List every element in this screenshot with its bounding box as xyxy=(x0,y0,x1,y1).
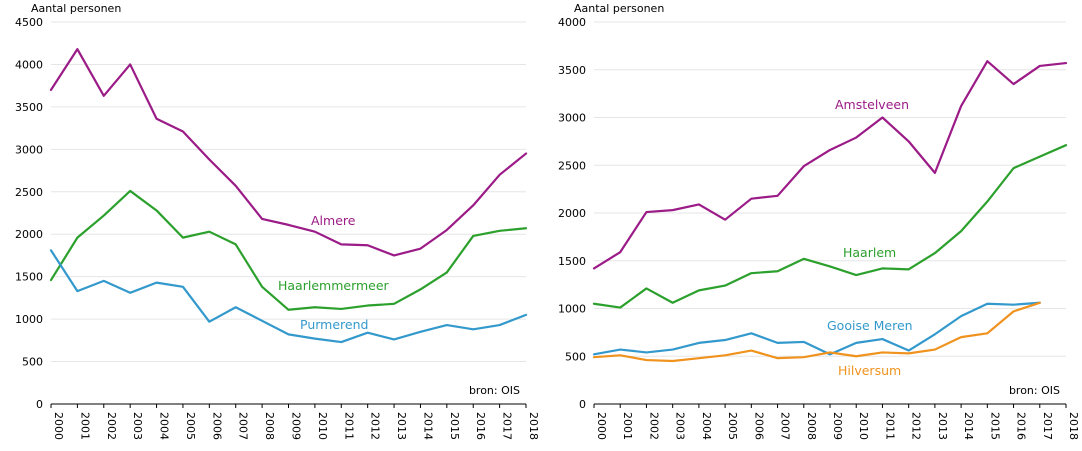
panel1-series-label-almere: Almere xyxy=(311,213,356,228)
panel2-x-tick-label: 2010 xyxy=(857,412,870,440)
panel1-y-tick-label: 1500 xyxy=(15,271,43,284)
panel1-x-tick-label: 2017 xyxy=(501,412,514,440)
panel2-x-tick-label: 2007 xyxy=(779,412,792,440)
panel1-y-tick-label: 1000 xyxy=(15,313,43,326)
panel1-series-label-haarlemmermeer: Haarlemmermeer xyxy=(278,278,390,293)
panel1-x-tick-label: 2005 xyxy=(184,412,197,440)
panel2-y-tick-label: 3500 xyxy=(558,64,586,77)
panel2-x-tick-label: 2003 xyxy=(674,412,687,440)
panel1-y-tick-label: 4000 xyxy=(15,58,43,71)
panel1-y-tick-label: 2000 xyxy=(15,228,43,241)
panel1-y-tick-label: 4500 xyxy=(15,16,43,29)
panel1-x-tick-label: 2015 xyxy=(448,412,461,440)
panel1-series-label-purmerend: Purmerend xyxy=(300,317,368,332)
panel1-series-line-purmerend xyxy=(49,249,528,344)
panel1-y-tick-label: 2500 xyxy=(15,186,43,199)
panel1-x-tick-label: 2012 xyxy=(369,412,382,440)
panel2-x-tick-label: 2006 xyxy=(752,412,765,440)
panel1-series-line-almere xyxy=(49,48,528,257)
panel2-y-tick-label: 500 xyxy=(565,350,586,363)
panel1-x-tick-label: 2016 xyxy=(474,412,487,440)
panel2-x-tick-label: 2001 xyxy=(621,412,634,440)
panel2-series-line-hilversum xyxy=(592,301,1041,363)
panel2-x-tick-label: 2017 xyxy=(1041,412,1054,440)
panel1-y-tick-label: 3000 xyxy=(15,143,43,156)
panel2-series-line-gooise-meren xyxy=(592,301,1041,356)
panel1-x-tick-label: 2008 xyxy=(263,412,276,440)
panel2-x-tick-label: 2016 xyxy=(1015,412,1028,440)
panel1-x-tick-label: 2001 xyxy=(78,412,91,440)
panel2-x-tick-label: 2000 xyxy=(595,412,608,440)
panel1-y-tick-label: 500 xyxy=(22,356,43,369)
panel2-x-tick-label: 2002 xyxy=(647,412,660,440)
panel1-x-tick-label: 2014 xyxy=(421,412,434,440)
panel1-x-tick-label: 2007 xyxy=(237,412,250,440)
panel2-y-axis-title: Aantal personen xyxy=(574,2,664,15)
panel2-x-tick-label: 2015 xyxy=(988,412,1001,440)
panel2-x-tick-label: 2013 xyxy=(936,412,949,440)
panel2-x-tick-label: 2005 xyxy=(726,412,739,440)
panel2-y-tick-label: 2000 xyxy=(558,207,586,220)
panel2-x-tick-label: 2012 xyxy=(910,412,923,440)
panel1-y-tick-label: 0 xyxy=(36,398,43,411)
panel1-x-tick-label: 2002 xyxy=(105,412,118,440)
panel2-series-line-haarlem xyxy=(592,144,1068,309)
panel1-x-tick-label: 2004 xyxy=(158,412,171,440)
panel1-x-tick-label: 2006 xyxy=(210,412,223,440)
panel2-y-tick-label: 1000 xyxy=(558,303,586,316)
panel2-x-tick-label: 2018 xyxy=(1067,412,1080,440)
panel1-x-tick-label: 2013 xyxy=(395,412,408,440)
panel2-x-tick-label: 2014 xyxy=(962,412,975,440)
panel1-x-tick-label: 2010 xyxy=(316,412,329,440)
panel2-x-tick-label: 2008 xyxy=(805,412,818,440)
panel1-y-tick-label: 3500 xyxy=(15,101,43,114)
panel2-source-note: bron: OIS xyxy=(1009,384,1060,397)
panel1-x-tick-label: 2009 xyxy=(290,412,303,440)
panel2-series-label-amstelveen: Amstelveen xyxy=(835,97,909,112)
panel1-x-tick-label: 2018 xyxy=(527,412,540,440)
panel2-x-tick-label: 2004 xyxy=(700,412,713,440)
panel2-y-tick-label: 0 xyxy=(579,398,586,411)
panel2-y-tick-label: 3000 xyxy=(558,112,586,125)
panel2-series-label-hilversum: Hilversum xyxy=(838,363,901,378)
panel1-y-axis-title: Aantal personen xyxy=(31,2,121,15)
panel2-series-line-amstelveen xyxy=(592,60,1068,270)
panel1-x-tick-label: 2003 xyxy=(131,412,144,440)
panel2-series-label-haarlem: Haarlem xyxy=(843,245,896,260)
panel1-x-tick-label: 2011 xyxy=(342,412,355,440)
panel2-x-tick-label: 2009 xyxy=(831,412,844,440)
panel2-series-label-gooise-meren: Gooise Meren xyxy=(827,318,913,333)
panel1-series-line-haarlemmermeer xyxy=(49,189,528,311)
panel1-source-note: bron: OIS xyxy=(469,384,520,397)
panel2-y-tick-label: 2500 xyxy=(558,159,586,172)
panel2-x-tick-label: 2011 xyxy=(883,412,896,440)
panel2-y-tick-label: 1500 xyxy=(558,255,586,268)
panel1-x-tick-label: 2000 xyxy=(52,412,65,440)
panel2-y-tick-label: 4000 xyxy=(558,16,586,29)
